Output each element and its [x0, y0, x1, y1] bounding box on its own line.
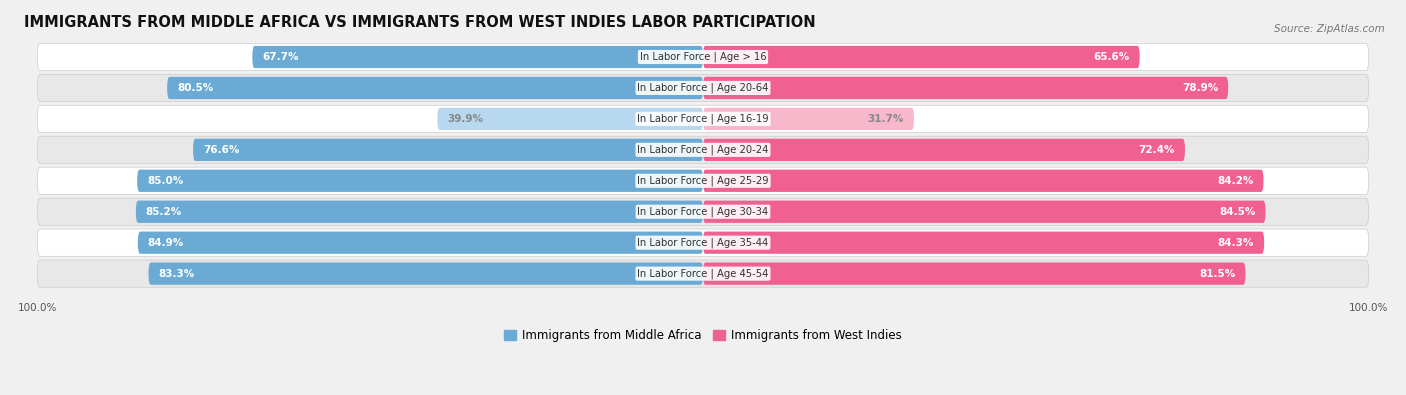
Text: 76.6%: 76.6%: [202, 145, 239, 155]
Text: 84.9%: 84.9%: [148, 238, 184, 248]
FancyBboxPatch shape: [138, 169, 703, 192]
Text: 85.0%: 85.0%: [148, 176, 183, 186]
Text: 67.7%: 67.7%: [263, 52, 299, 62]
FancyBboxPatch shape: [38, 260, 1368, 287]
FancyBboxPatch shape: [437, 108, 703, 130]
Text: 39.9%: 39.9%: [447, 114, 484, 124]
Text: In Labor Force | Age 16-19: In Labor Force | Age 16-19: [637, 114, 769, 124]
FancyBboxPatch shape: [38, 74, 1368, 102]
FancyBboxPatch shape: [38, 229, 1368, 256]
Text: In Labor Force | Age > 16: In Labor Force | Age > 16: [640, 52, 766, 62]
Text: In Labor Force | Age 35-44: In Labor Force | Age 35-44: [637, 237, 769, 248]
FancyBboxPatch shape: [703, 108, 914, 130]
Text: 85.2%: 85.2%: [146, 207, 181, 217]
FancyBboxPatch shape: [38, 43, 1368, 71]
FancyBboxPatch shape: [703, 201, 1265, 223]
Text: In Labor Force | Age 20-64: In Labor Force | Age 20-64: [637, 83, 769, 93]
FancyBboxPatch shape: [136, 201, 703, 223]
Text: 84.2%: 84.2%: [1218, 176, 1254, 186]
FancyBboxPatch shape: [149, 263, 703, 285]
Text: Source: ZipAtlas.com: Source: ZipAtlas.com: [1274, 24, 1385, 34]
FancyBboxPatch shape: [703, 169, 1264, 192]
Text: In Labor Force | Age 45-54: In Labor Force | Age 45-54: [637, 268, 769, 279]
FancyBboxPatch shape: [193, 139, 703, 161]
Text: 31.7%: 31.7%: [868, 114, 904, 124]
FancyBboxPatch shape: [38, 136, 1368, 164]
Text: 80.5%: 80.5%: [177, 83, 214, 93]
Legend: Immigrants from Middle Africa, Immigrants from West Indies: Immigrants from Middle Africa, Immigrant…: [499, 324, 907, 346]
FancyBboxPatch shape: [703, 77, 1229, 99]
Text: 81.5%: 81.5%: [1199, 269, 1236, 278]
Text: 84.3%: 84.3%: [1218, 238, 1254, 248]
FancyBboxPatch shape: [38, 105, 1368, 132]
Text: In Labor Force | Age 20-24: In Labor Force | Age 20-24: [637, 145, 769, 155]
FancyBboxPatch shape: [138, 231, 703, 254]
Text: 72.4%: 72.4%: [1139, 145, 1175, 155]
FancyBboxPatch shape: [703, 46, 1140, 68]
Text: In Labor Force | Age 25-29: In Labor Force | Age 25-29: [637, 175, 769, 186]
Text: 83.3%: 83.3%: [159, 269, 194, 278]
FancyBboxPatch shape: [703, 139, 1185, 161]
Text: In Labor Force | Age 30-34: In Labor Force | Age 30-34: [637, 207, 769, 217]
FancyBboxPatch shape: [38, 198, 1368, 226]
Text: IMMIGRANTS FROM MIDDLE AFRICA VS IMMIGRANTS FROM WEST INDIES LABOR PARTICIPATION: IMMIGRANTS FROM MIDDLE AFRICA VS IMMIGRA…: [24, 15, 815, 30]
Text: 78.9%: 78.9%: [1182, 83, 1218, 93]
FancyBboxPatch shape: [252, 46, 703, 68]
FancyBboxPatch shape: [167, 77, 703, 99]
Text: 84.5%: 84.5%: [1219, 207, 1256, 217]
FancyBboxPatch shape: [703, 231, 1264, 254]
FancyBboxPatch shape: [703, 263, 1246, 285]
FancyBboxPatch shape: [38, 167, 1368, 194]
Text: 65.6%: 65.6%: [1094, 52, 1129, 62]
